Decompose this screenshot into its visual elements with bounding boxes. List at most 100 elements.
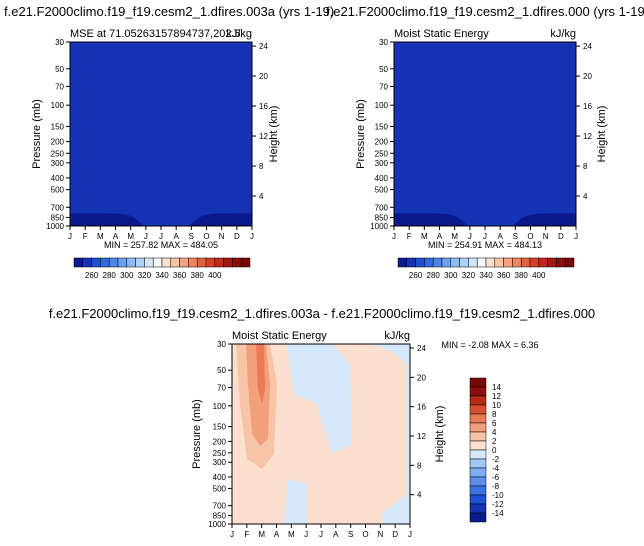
contour-band	[70, 42, 252, 226]
colorbar-swatch	[469, 431, 487, 442]
panel-1-title: f.e21.F2000climo.f19_f19.cesm2_1.dfires.…	[4, 4, 334, 19]
panel-1: f.e21.F2000climo.f19_f19.cesm2_1.dfires.…	[4, 4, 334, 280]
x-tick-label: A	[437, 232, 443, 241]
y-tick-label: 500	[51, 186, 65, 195]
colorbar-swatch	[469, 485, 487, 496]
colorbar-label: 260	[409, 271, 423, 280]
y-tick-label: 400	[51, 174, 65, 183]
colorbar-label: 360	[173, 271, 187, 280]
colorbar-swatch	[232, 257, 242, 268]
colorbar-swatch	[547, 257, 557, 268]
colorbar-swatch	[144, 257, 154, 268]
colorbar-swatch	[152, 257, 163, 268]
colorbar-swatch	[485, 257, 496, 268]
panel-2-units: kJ/kg	[550, 28, 576, 40]
x-tick-label: J	[250, 232, 254, 241]
x-tick-label: M	[421, 232, 428, 241]
x-tick-label: S	[189, 232, 194, 241]
panel-1-contour-field	[70, 42, 252, 226]
diff-negative-region	[284, 479, 307, 524]
y-right-tick-label: 24	[583, 42, 592, 51]
x-tick-label: J	[144, 232, 148, 241]
x-tick-label: A	[173, 232, 179, 241]
x-tick-label: N	[377, 530, 383, 539]
y-tick-label: 1000	[46, 222, 64, 231]
colorbar-swatch	[469, 440, 487, 451]
x-tick-label: D	[234, 232, 240, 241]
colorbar-label: 280	[103, 271, 117, 280]
colorbar-swatch	[520, 257, 531, 268]
colorbar-swatch	[469, 395, 487, 406]
x-tick-label: O	[527, 232, 533, 241]
x-tick-label: M	[288, 530, 295, 539]
y-right-tick-label: 24	[259, 42, 268, 51]
colorbar-swatch	[468, 257, 478, 268]
x-tick-label: A	[333, 530, 339, 539]
y-tick-label: 200	[51, 138, 65, 147]
colorbar-swatch	[469, 377, 487, 388]
y-tick-label: 500	[213, 484, 227, 493]
y-tick-label: 70	[217, 383, 226, 392]
x-tick-label: A	[113, 232, 119, 241]
panel-3-stats: MIN = -2.08 MAX = 6.36	[441, 340, 538, 350]
colorbar-label: 2	[492, 437, 497, 446]
colorbar-label: -10	[492, 491, 504, 500]
colorbar-label: 360	[497, 271, 511, 280]
y-right-tick-label: 12	[417, 432, 426, 441]
colorbar-label: 10	[492, 401, 501, 410]
colorbar-label: 8	[492, 410, 497, 419]
colorbar-label: 300	[444, 271, 458, 280]
colorbar-label: 380	[515, 271, 529, 280]
colorbar-label: 320	[462, 271, 476, 280]
colorbar-swatch	[135, 257, 145, 268]
colorbar-swatch	[188, 257, 198, 268]
colorbar-swatch	[538, 257, 548, 268]
y-tick-label: 100	[51, 101, 65, 110]
colorbar-swatch	[503, 257, 513, 268]
panel-1-units: kJ/kg	[226, 28, 252, 40]
y-tick-label: 1000	[208, 520, 226, 529]
colorbar-swatch	[450, 257, 460, 268]
y-tick-label: 50	[217, 366, 226, 375]
colorbar-label: -8	[492, 482, 500, 491]
y-right-tick-label: 4	[259, 192, 264, 201]
colorbar-label: 280	[427, 271, 441, 280]
x-tick-label: A	[274, 530, 280, 539]
y-tick-label: 500	[375, 186, 389, 195]
y-tick-label: 100	[375, 101, 389, 110]
colorbar-swatch	[415, 257, 425, 268]
x-tick-label: N	[219, 232, 225, 241]
y-right-tick-label: 12	[583, 132, 592, 141]
x-tick-label: F	[407, 232, 412, 241]
colorbar-swatch	[100, 257, 110, 268]
colorbar-swatch	[469, 413, 487, 424]
y-right-tick-label: 8	[417, 461, 422, 470]
y-tick-label: 400	[213, 473, 227, 482]
colorbar-label: 320	[138, 271, 152, 280]
colorbar-swatch	[469, 512, 487, 523]
diff-negative-region	[287, 344, 352, 454]
diff-negative-region	[272, 344, 410, 524]
colorbar-label: 300	[120, 271, 134, 280]
colorbar-swatch	[469, 476, 487, 487]
x-tick-label: J	[230, 530, 234, 539]
panel-1-ylabel: Pressure (mb)	[31, 99, 43, 169]
x-tick-label: J	[392, 232, 396, 241]
colorbar-swatch	[108, 257, 119, 268]
colorbar-swatch	[469, 386, 487, 397]
panel-3-contour-field	[232, 344, 410, 524]
y-tick-label: 30	[55, 38, 64, 47]
y-tick-label: 700	[375, 203, 389, 212]
panel-2-ylabel-right: Height (km)	[596, 106, 608, 163]
colorbar-swatch	[469, 422, 487, 433]
y-tick-label: 850	[51, 213, 65, 222]
x-tick-label: J	[468, 232, 472, 241]
y-tick-label: 1000	[370, 222, 388, 231]
y-tick-label: 300	[375, 159, 389, 168]
x-tick-label: F	[244, 530, 249, 539]
panel-2-subtitle-left: Moist Static Energy	[394, 28, 489, 40]
y-right-tick-label: 16	[583, 102, 592, 111]
colorbar-swatch	[494, 257, 504, 268]
y-tick-label: 400	[375, 174, 389, 183]
y-tick-label: 50	[379, 65, 388, 74]
